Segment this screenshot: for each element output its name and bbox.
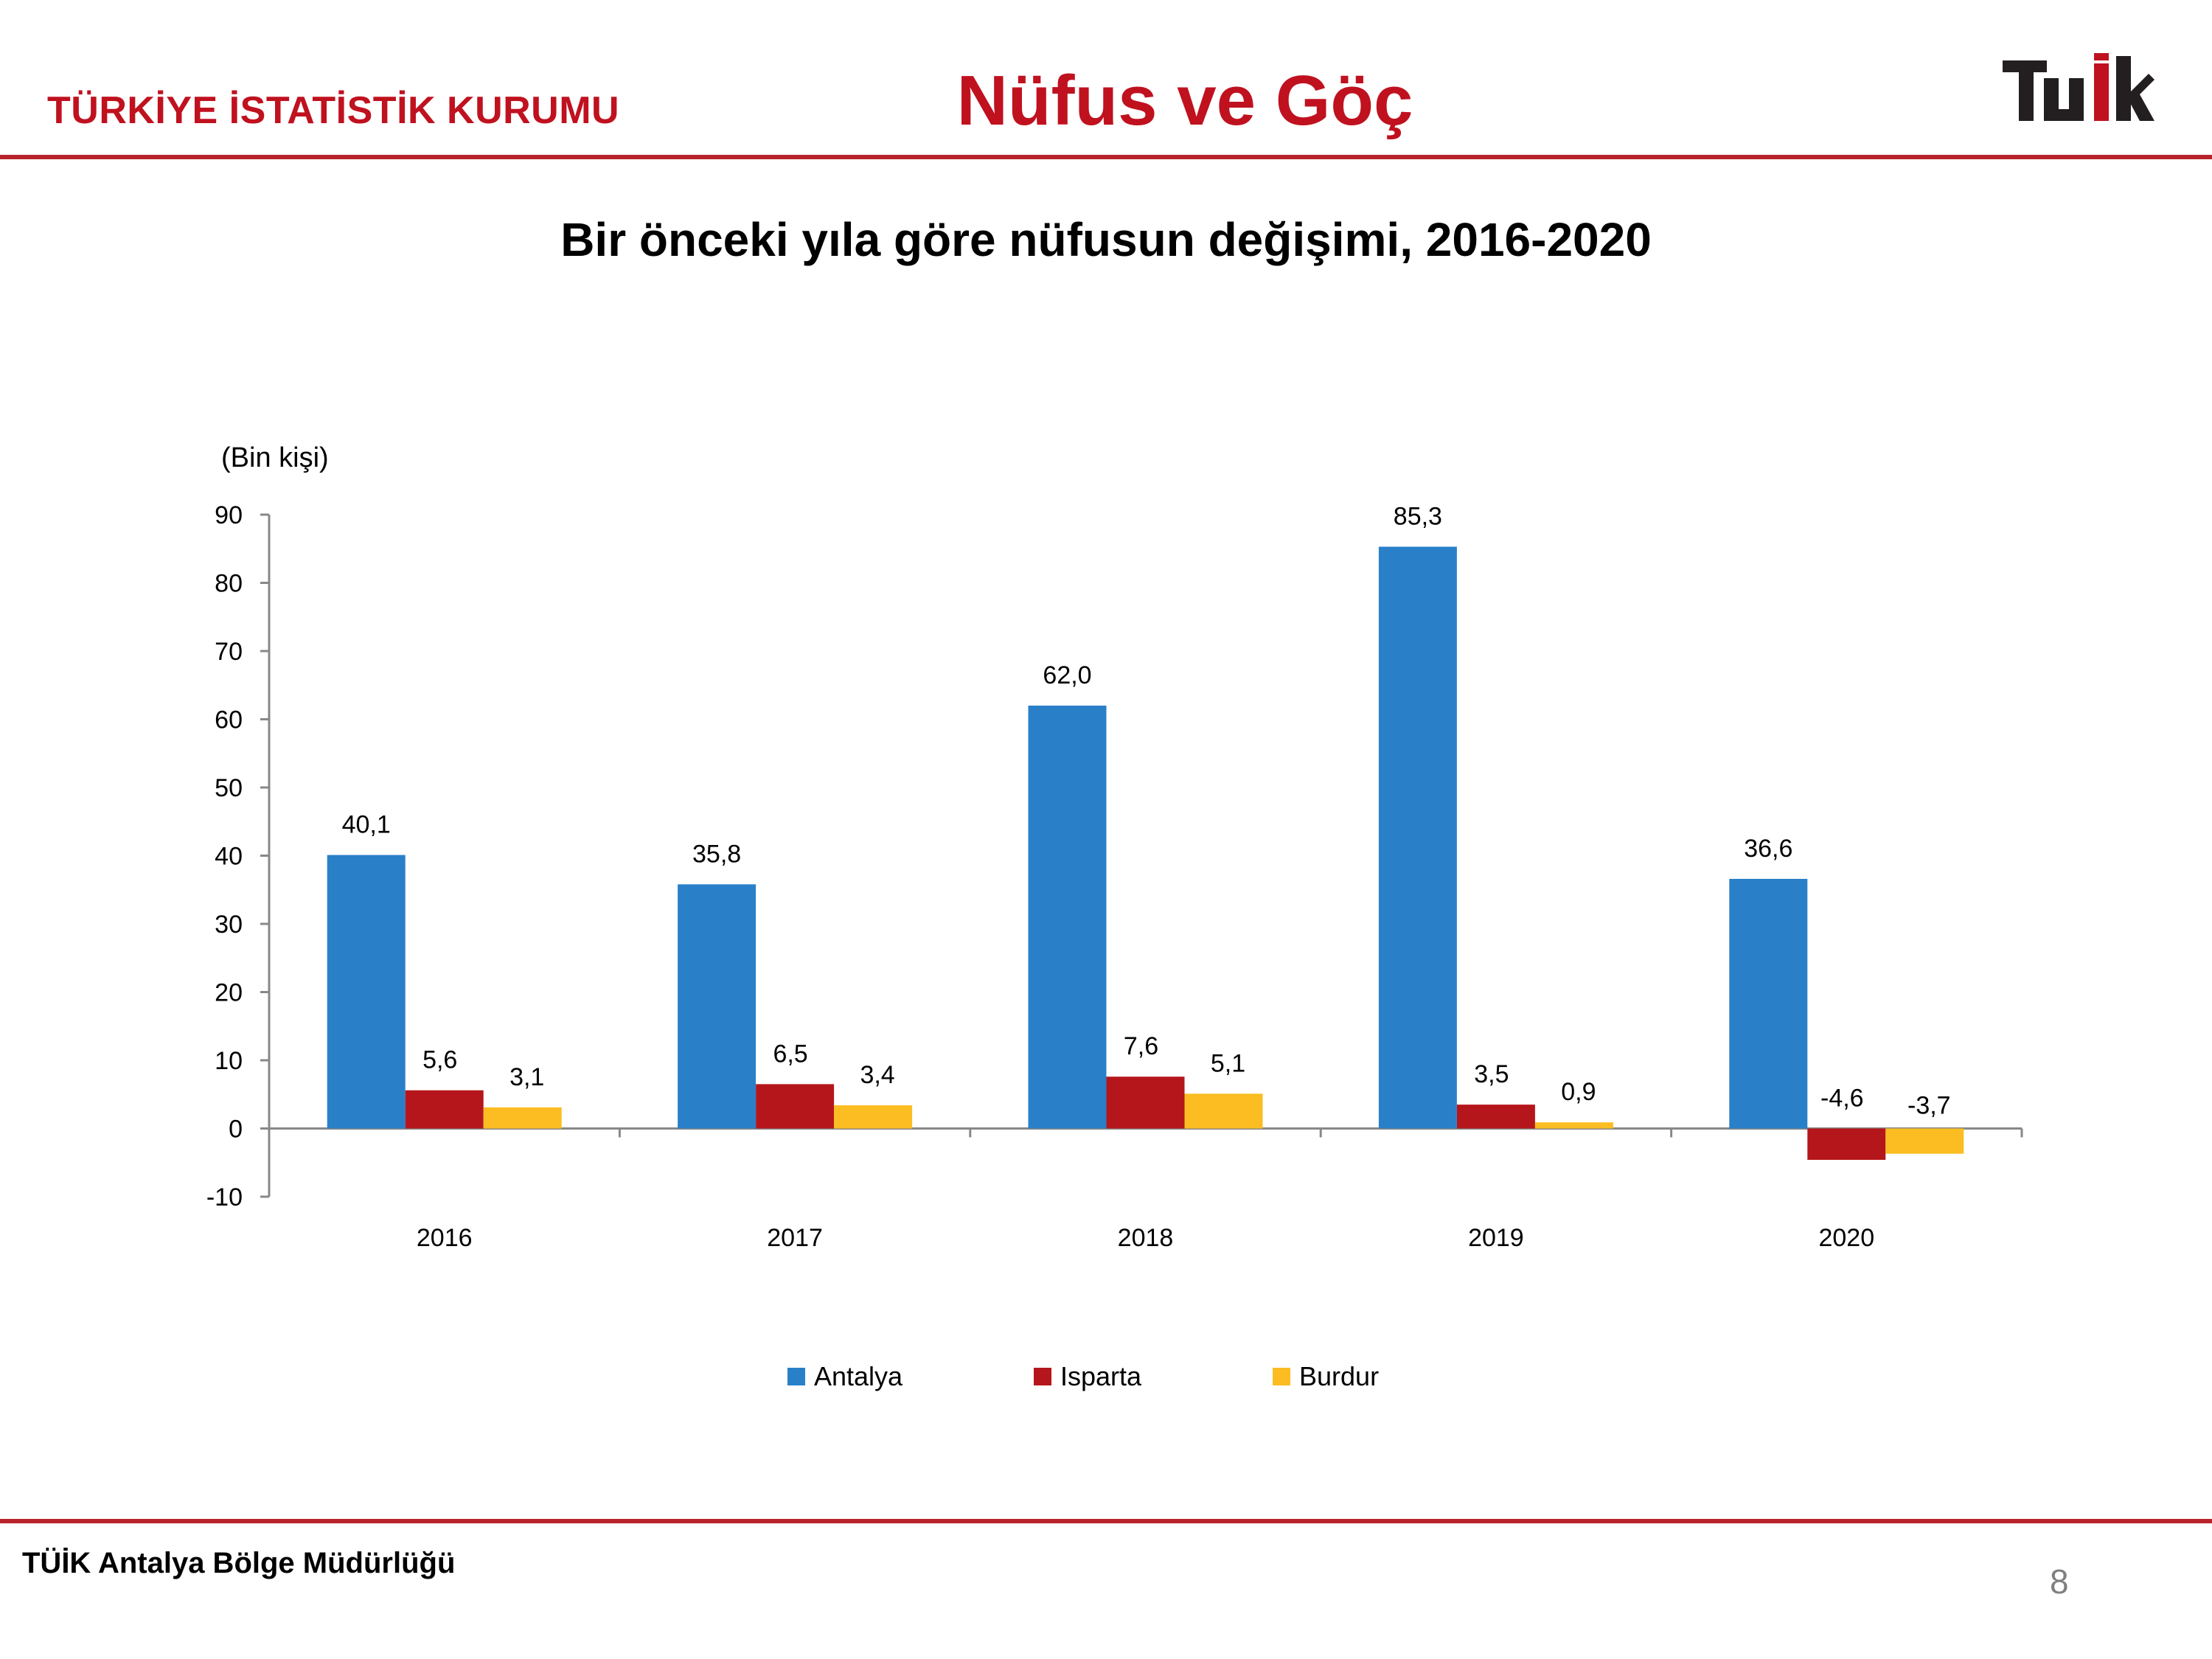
chart-legend: Antalya Isparta Burdur — [0, 1361, 2212, 1398]
y-tick-label: 90 — [215, 501, 243, 529]
y-tick-label: 40 — [215, 843, 243, 871]
legend-item-burdur: Burdur — [1273, 1361, 1379, 1392]
y-tick-label: 30 — [215, 911, 243, 939]
bar-antalya — [678, 884, 757, 1129]
bar-isparta — [1807, 1128, 1886, 1161]
data-label: 35,8 — [692, 840, 741, 868]
bar-isparta — [756, 1084, 835, 1129]
data-label: 85,3 — [1394, 502, 1442, 530]
footer-text: TÜİK Antalya Bölge Müdürlüğü — [22, 1547, 456, 1579]
data-label: 0,9 — [1561, 1078, 1596, 1106]
bar-burdur — [1184, 1093, 1263, 1129]
legend-item-isparta: Isparta — [1034, 1361, 1141, 1392]
data-label: 36,6 — [1744, 835, 1792, 863]
legend-swatch — [787, 1368, 805, 1385]
bar-isparta — [1106, 1077, 1185, 1129]
y-tick-label: 0 — [229, 1116, 243, 1144]
data-label: 62,0 — [1043, 661, 1091, 689]
data-label: 40,1 — [342, 811, 391, 839]
page-number: 8 — [2050, 1562, 2069, 1601]
data-label: 5,1 — [1211, 1049, 1245, 1077]
footer-rule — [0, 1519, 2212, 1523]
bar-antalya — [1729, 878, 1808, 1129]
y-tick-label: 10 — [215, 1047, 243, 1075]
bar-antalya — [1378, 546, 1457, 1129]
section-title: Nüfus ve Göç — [956, 61, 1413, 140]
bar-burdur — [1534, 1122, 1613, 1129]
y-tick-label: 70 — [215, 638, 243, 666]
data-label: 7,6 — [1124, 1032, 1158, 1060]
legend-label: Isparta — [1060, 1361, 1142, 1391]
tuik-logo — [2003, 53, 2154, 121]
bar-burdur — [483, 1107, 562, 1129]
unit-label: (Bin kişi) — [221, 442, 329, 473]
data-label: 6,5 — [773, 1040, 807, 1068]
x-tick-label: 2016 — [417, 1224, 473, 1252]
data-label: 5,6 — [422, 1046, 457, 1074]
x-tick-label: 2019 — [1468, 1224, 1524, 1252]
legend-swatch — [1034, 1368, 1051, 1385]
legend-item-antalya: Antalya — [787, 1361, 902, 1392]
legend-label: Antalya — [814, 1361, 903, 1391]
bar-chart: -10 0 10 20 30 40 50 60 70 80 90 2016 40,1 5,6 3,1 2017… — [206, 501, 2023, 1252]
data-label: -4,6 — [1820, 1085, 1864, 1113]
y-tick-label: 50 — [215, 774, 243, 802]
data-label: 3,5 — [1474, 1060, 1509, 1088]
y-tick-label: 60 — [215, 706, 243, 734]
legend-label: Burdur — [1299, 1361, 1380, 1391]
bar-isparta — [1456, 1105, 1535, 1129]
y-tick-label: 20 — [215, 979, 243, 1007]
bar-burdur — [834, 1105, 913, 1129]
bar-burdur — [1885, 1128, 1964, 1154]
data-label: -3,7 — [1907, 1092, 1951, 1120]
bar-antalya — [1028, 706, 1107, 1129]
y-tick-label: 80 — [215, 570, 243, 598]
chart-title: Bir önceki yıla göre nüfusun değişimi, 2… — [560, 213, 1652, 266]
bar-antalya — [327, 855, 406, 1129]
data-label: 3,4 — [860, 1061, 894, 1089]
org-name: TÜRKİYE İSTATİSTİK KURUMU — [47, 89, 620, 132]
header-rule — [0, 155, 2212, 159]
x-tick-label: 2017 — [767, 1224, 823, 1252]
y-tick-label: -10 — [206, 1183, 243, 1211]
legend-swatch — [1273, 1368, 1290, 1385]
x-tick-label: 2018 — [1118, 1224, 1174, 1252]
data-label: 3,1 — [509, 1063, 544, 1091]
bar-isparta — [405, 1090, 484, 1129]
x-tick-label: 2020 — [1818, 1224, 1874, 1252]
